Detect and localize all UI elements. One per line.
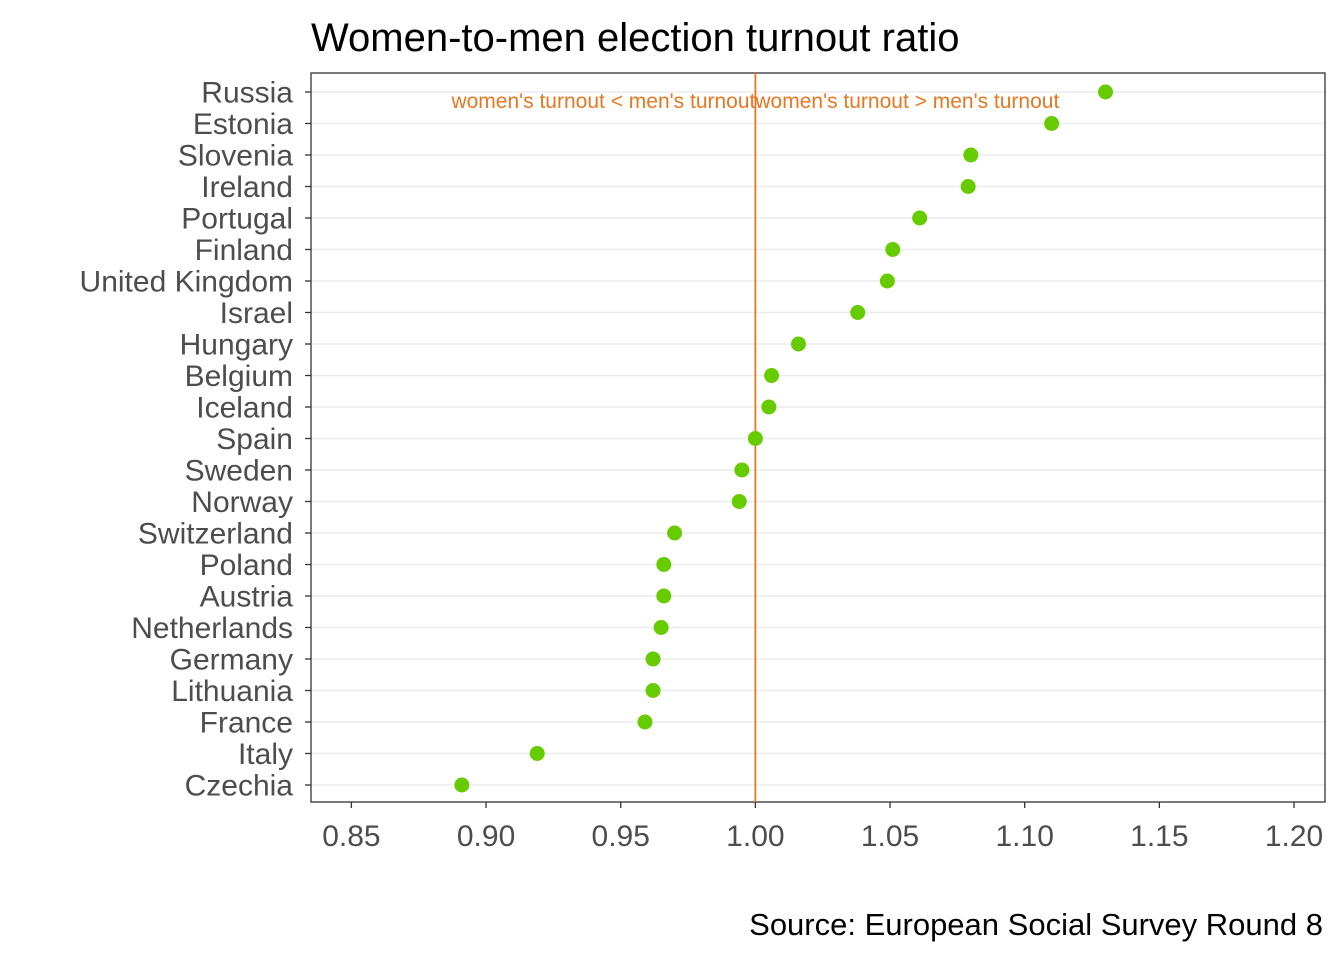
- y-tick-label: Spain: [216, 423, 293, 456]
- data-point: [734, 462, 750, 478]
- y-tick-label: Lithuania: [171, 675, 293, 708]
- chart-caption: Source: European Social Survey Round 8: [749, 907, 1323, 942]
- data-point: [879, 273, 895, 289]
- data-point: [645, 683, 661, 698]
- y-tick-label: Estonia: [193, 108, 293, 141]
- data-point: [653, 620, 669, 635]
- y-tick-label: Israel: [220, 297, 293, 330]
- x-tick-label: 1.15: [1130, 820, 1188, 853]
- data-point: [656, 588, 672, 604]
- y-tick-label: United Kingdom: [80, 266, 293, 299]
- plot-area: women's turnout < men's turnout women's t…: [80, 72, 1326, 853]
- annotation-label: women's turnout > men's turnout: [754, 90, 1059, 113]
- x-tick-label: 0.95: [592, 820, 650, 853]
- x-tick-label: 1.05: [861, 820, 919, 853]
- annotation-label: women's turnout < men's turnout: [450, 90, 755, 113]
- y-tick-label: Iceland: [196, 392, 293, 425]
- y-tick-label: Slovenia: [178, 140, 293, 173]
- y-tick-label: Sweden: [185, 455, 293, 488]
- data-point: [850, 305, 866, 320]
- data-point: [637, 714, 653, 730]
- data-point: [963, 147, 979, 163]
- y-tick-label: Hungary: [180, 329, 293, 362]
- y-tick-label: Poland: [200, 549, 293, 582]
- x-tick-label: 0.85: [322, 820, 380, 853]
- y-tick-label: Ireland: [201, 171, 293, 204]
- y-tick-label: Portugal: [181, 203, 293, 236]
- data-point: [1098, 84, 1114, 100]
- y-tick-label: Netherlands: [131, 612, 293, 645]
- panel-border: [310, 72, 1326, 803]
- data-point: [454, 777, 470, 793]
- y-tick-label: Switzerland: [138, 518, 293, 551]
- data-point: [1044, 116, 1060, 131]
- y-tick-label: Finland: [195, 234, 293, 267]
- x-tick-label: 1.20: [1265, 820, 1323, 853]
- x-tick-label: 0.90: [457, 820, 515, 853]
- data-point: [747, 431, 763, 446]
- y-tick-label: Czechia: [185, 770, 294, 803]
- x-tick-label: 1.00: [726, 820, 784, 853]
- data-point: [764, 368, 780, 383]
- x-tick-label: 1.10: [996, 820, 1054, 853]
- data-point: [790, 336, 806, 352]
- y-tick-label: Italy: [238, 738, 293, 771]
- y-tick-label: Germany: [170, 644, 293, 677]
- y-tick-label: Russia: [201, 77, 293, 110]
- y-tick-label: Belgium: [185, 360, 293, 393]
- data-point: [656, 557, 672, 572]
- data-point: [529, 746, 545, 761]
- chart-title: Women-to-men election turnout ratio: [311, 16, 959, 60]
- data-point: [885, 242, 901, 257]
- data-point: [960, 179, 976, 194]
- y-tick-label: Norway: [191, 486, 293, 519]
- data-point: [645, 651, 661, 667]
- y-tick-label: France: [200, 707, 293, 740]
- data-point: [761, 399, 777, 415]
- y-tick-label: Austria: [200, 581, 294, 614]
- data-point: [667, 525, 683, 541]
- data-point: [912, 210, 928, 226]
- data-point: [731, 494, 747, 509]
